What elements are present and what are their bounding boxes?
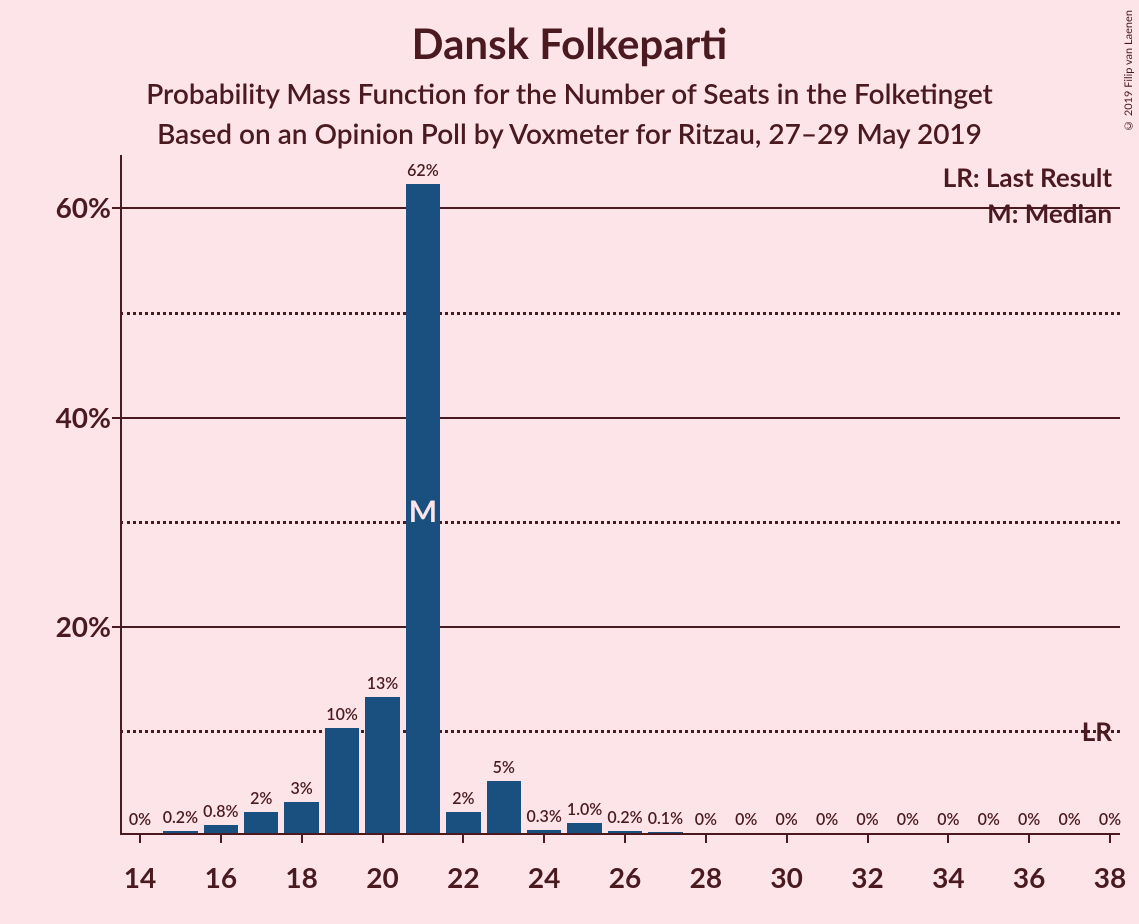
bar [648,832,682,833]
bar-value-label: 0.8% [203,802,238,821]
x-tick-mark [462,835,464,843]
bar [527,830,561,833]
x-tick-label: 36 [1013,860,1045,894]
x-tick-mark [705,835,707,843]
bar-value-label: 0% [1018,810,1040,829]
bar-value-label: 5% [493,758,515,777]
y-tick-mark [112,417,120,419]
x-tick-label: 20 [366,860,398,894]
bar-value-label: 0% [937,810,959,829]
x-tick-label: 14 [124,860,156,894]
bar-value-label: 0% [1099,810,1121,829]
plot-area: LR: Last Result M: Median 0% 0.2% 0.8% 2% 3%… [120,155,1120,835]
x-tick-label: 16 [205,860,237,894]
bar-value-label: 0.3% [526,807,561,826]
bar-value-label: 0% [816,810,838,829]
bar-value-label: 0.2% [163,808,198,827]
grid-major [120,626,1120,628]
x-tick-label: 38 [1094,860,1126,894]
bar [365,697,399,833]
x-tick-label: 22 [447,860,479,894]
x-tick-label: 34 [932,860,964,894]
bar-value-label: 0% [129,810,151,829]
y-tick-label: 20% [56,609,111,643]
x-tick-label: 18 [285,860,317,894]
bar-value-label: 0% [695,810,717,829]
x-tick-mark [139,835,141,843]
bar [244,812,278,833]
bar [163,831,197,833]
bar [284,802,318,833]
y-tick-mark [112,626,120,628]
x-tick-label: 24 [528,860,560,894]
chart-subtitle-2: Based on an Opinion Poll by Voxmeter for… [0,116,1139,150]
bar-value-label: 62% [407,161,439,180]
x-tick-label: 30 [770,860,802,894]
bar-value-label: 0.1% [648,809,683,828]
bar-value-label: 3% [291,779,313,798]
x-tick-mark [624,835,626,843]
bar-value-label: 0.2% [607,808,642,827]
bar [567,823,601,833]
x-tick-mark [382,835,384,843]
bar-value-label: 2% [250,789,272,808]
x-tick-label: 26 [609,860,641,894]
bar-value-label: 0% [978,810,1000,829]
bar-value-label: 13% [367,674,399,693]
legend-last-result: LR: Last Result [943,161,1112,193]
chart-subtitle-1: Probability Mass Function for the Number… [0,76,1139,110]
bar-value-label: 1.0% [567,800,602,819]
y-tick-label: 60% [56,190,111,224]
bar [204,825,238,833]
median-marker: M [409,493,437,529]
x-tick-mark [867,835,869,843]
bar-value-label: 0% [856,810,878,829]
bar-value-label: 0% [735,810,757,829]
x-tick-label: 32 [851,860,883,894]
legend-median: M: Median [987,197,1112,229]
y-tick-label: 40% [56,400,111,434]
x-tick-mark [947,835,949,843]
bar [446,812,480,833]
bar-value-label: 10% [326,705,358,724]
bar [487,781,521,833]
x-tick-mark [301,835,303,843]
chart-title: Dansk Folkeparti [0,18,1139,68]
grid-minor [120,312,1120,315]
x-tick-mark [543,835,545,843]
bar [608,831,642,833]
x-axis-line [120,833,1120,835]
copyright-text: © 2019 Filip van Laenen [1122,10,1135,132]
grid-major [120,207,1120,209]
bar-value-label: 2% [452,789,474,808]
x-tick-label: 28 [690,860,722,894]
y-tick-mark [112,207,120,209]
grid-major [120,417,1120,419]
x-tick-mark [1109,835,1111,843]
bar-value-label: 0% [897,810,919,829]
x-tick-mark [1028,835,1030,843]
bar-value-label: 0% [776,810,798,829]
grid-minor [120,730,1120,733]
x-tick-mark [220,835,222,843]
x-tick-mark [786,835,788,843]
grid-minor [120,521,1120,524]
bar-value-label: 0% [1058,810,1080,829]
lr-marker: LR [1082,715,1112,747]
chart-container: Dansk Folkeparti Probability Mass Functi… [0,0,1139,924]
bar [325,728,359,833]
